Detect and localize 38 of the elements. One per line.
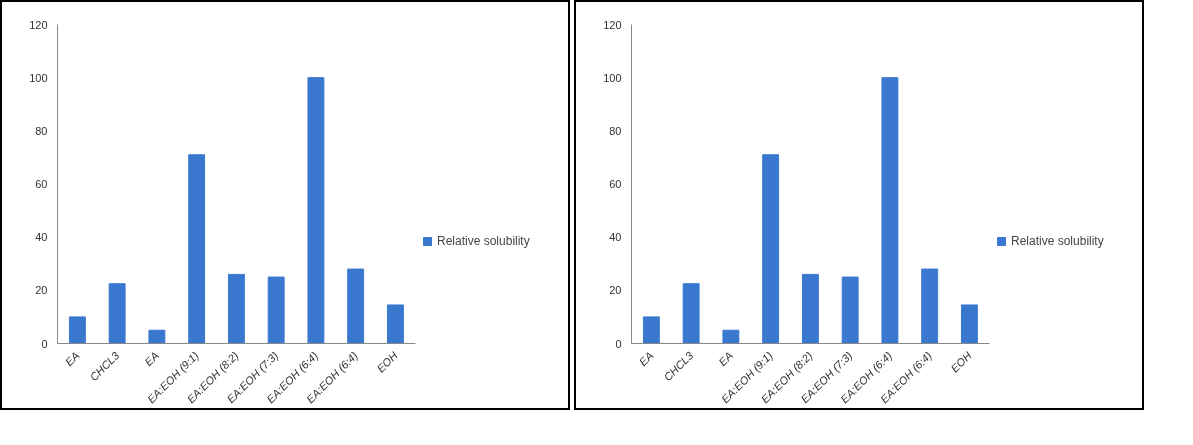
bar: [722, 329, 740, 344]
bar: [921, 268, 939, 344]
y-tick-label: 100: [29, 71, 48, 84]
y-tick-label: 60: [35, 178, 48, 190]
bar: [386, 304, 404, 344]
y-tick-label: 40: [35, 231, 48, 244]
y-tick-label: 60: [609, 178, 622, 190]
x-tick-label: EA: [62, 349, 82, 369]
y-tick-label: 20: [609, 284, 622, 297]
y-tick-label: 120: [603, 18, 622, 31]
y-tick-label: 80: [35, 124, 48, 137]
bar: [960, 304, 978, 344]
y-tick-label: 0: [41, 337, 48, 350]
bar: [307, 77, 325, 344]
y-tick-label: 120: [29, 18, 48, 31]
bar: [347, 268, 365, 344]
y-tick-label: 0: [615, 337, 622, 350]
x-tick-label: EA: [716, 349, 736, 369]
bar: [108, 283, 126, 344]
bar: [68, 316, 86, 344]
legend-label: Relative solubility: [1011, 234, 1104, 248]
y-tick-label: 20: [35, 284, 48, 297]
bar: [148, 329, 166, 344]
y-tick-label: 100: [603, 71, 622, 84]
bar: [188, 154, 206, 344]
y-tick-label: 80: [609, 124, 622, 137]
bar: [841, 276, 859, 344]
x-tick-label: EA: [636, 349, 656, 369]
bar: [801, 273, 819, 344]
x-tick-label: EA: [142, 349, 162, 369]
legend-label: Relative solubility: [437, 234, 530, 248]
bar: [642, 316, 660, 344]
bar: [682, 283, 700, 344]
bar: [881, 77, 899, 344]
y-tick-label: 40: [609, 231, 622, 244]
bar: [762, 154, 780, 344]
bar: [227, 273, 245, 344]
bar: [267, 276, 285, 344]
